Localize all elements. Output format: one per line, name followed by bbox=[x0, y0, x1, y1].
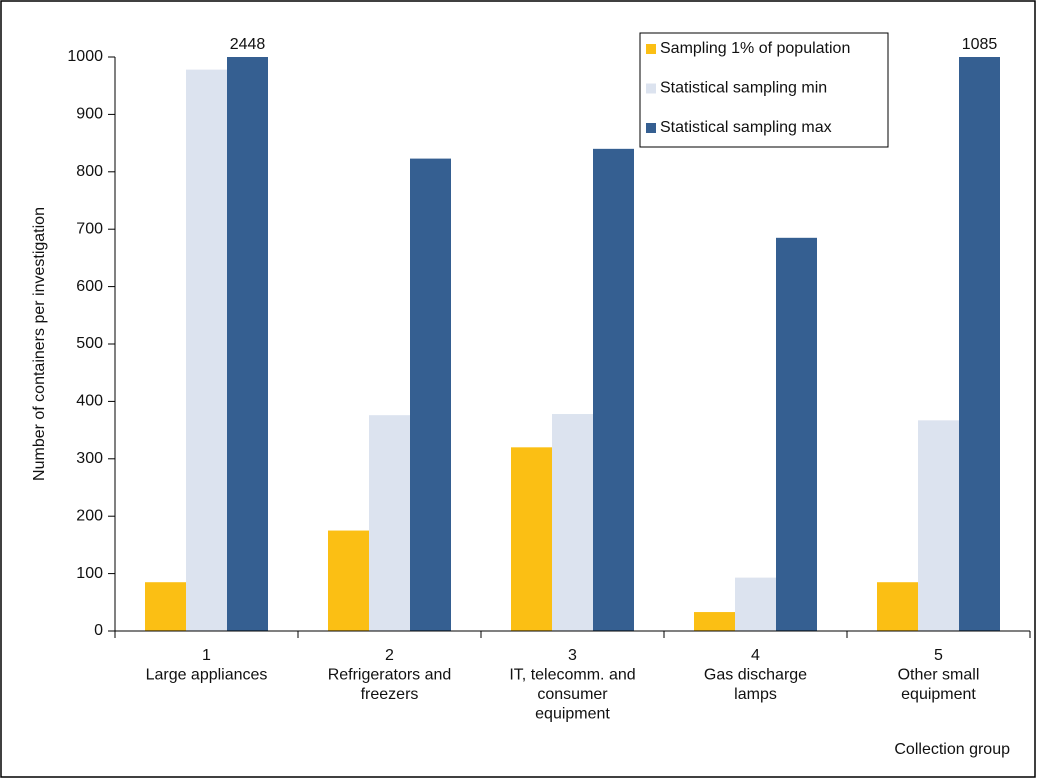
legend-label: Sampling 1% of population bbox=[660, 40, 850, 57]
bar bbox=[369, 415, 410, 631]
x-tick-label: 1 bbox=[202, 647, 211, 664]
x-tick-label: freezers bbox=[361, 686, 419, 703]
bar bbox=[227, 57, 268, 631]
bar bbox=[735, 577, 776, 631]
legend-box bbox=[639, 32, 889, 148]
y-tick-label: 700 bbox=[76, 220, 103, 237]
bar bbox=[410, 158, 451, 631]
y-tick-label: 600 bbox=[76, 278, 103, 295]
x-tick-label: Other small bbox=[898, 667, 980, 684]
bar bbox=[918, 420, 959, 631]
y-tick-label: 800 bbox=[76, 163, 103, 180]
bar bbox=[694, 612, 735, 631]
bar bbox=[186, 69, 227, 631]
x-tick-label: Refrigerators and bbox=[328, 667, 452, 684]
legend-swatch bbox=[646, 44, 656, 54]
bar bbox=[776, 237, 817, 631]
y-tick-label: 100 bbox=[76, 565, 103, 582]
y-tick-label: 400 bbox=[76, 393, 103, 410]
y-tick-label: 300 bbox=[76, 450, 103, 467]
x-tick-label: Large appliances bbox=[146, 667, 268, 684]
y-tick-label: 1000 bbox=[67, 48, 103, 65]
x-axis-title: Collection group bbox=[894, 741, 1010, 758]
value-label: 1085 bbox=[962, 36, 998, 53]
y-axis-title: Number of containers per investigation bbox=[31, 207, 48, 481]
legend-swatch bbox=[646, 83, 656, 94]
x-tick-label: 2 bbox=[385, 647, 394, 664]
y-tick-label: 500 bbox=[76, 335, 103, 352]
value-label: 2448 bbox=[230, 36, 266, 53]
x-tick-label: consumer bbox=[537, 686, 608, 703]
bar bbox=[511, 447, 552, 631]
y-tick-label: 0 bbox=[94, 622, 103, 639]
bar bbox=[593, 148, 634, 631]
legend-label: Statistical sampling min bbox=[660, 80, 827, 97]
y-tick-label: 900 bbox=[76, 106, 103, 123]
legend-label: Statistical sampling max bbox=[660, 119, 832, 136]
bar bbox=[877, 582, 918, 631]
x-tick-label: equipment bbox=[535, 706, 610, 723]
x-tick-label: 3 bbox=[568, 647, 577, 664]
x-tick-label: IT, telecomm. and bbox=[509, 667, 635, 684]
bar bbox=[328, 530, 369, 631]
x-tick-label: lamps bbox=[734, 686, 777, 703]
bar bbox=[145, 582, 186, 631]
x-tick-label: Gas discharge bbox=[704, 667, 807, 684]
plot-area bbox=[145, 57, 1000, 631]
bar bbox=[959, 57, 1000, 631]
x-tick-label: 5 bbox=[934, 647, 943, 664]
x-tick-label: equipment bbox=[901, 686, 976, 703]
x-tick-label: 4 bbox=[751, 647, 760, 664]
bar bbox=[552, 414, 593, 631]
legend-swatch bbox=[646, 123, 656, 133]
y-tick-label: 200 bbox=[76, 507, 103, 524]
